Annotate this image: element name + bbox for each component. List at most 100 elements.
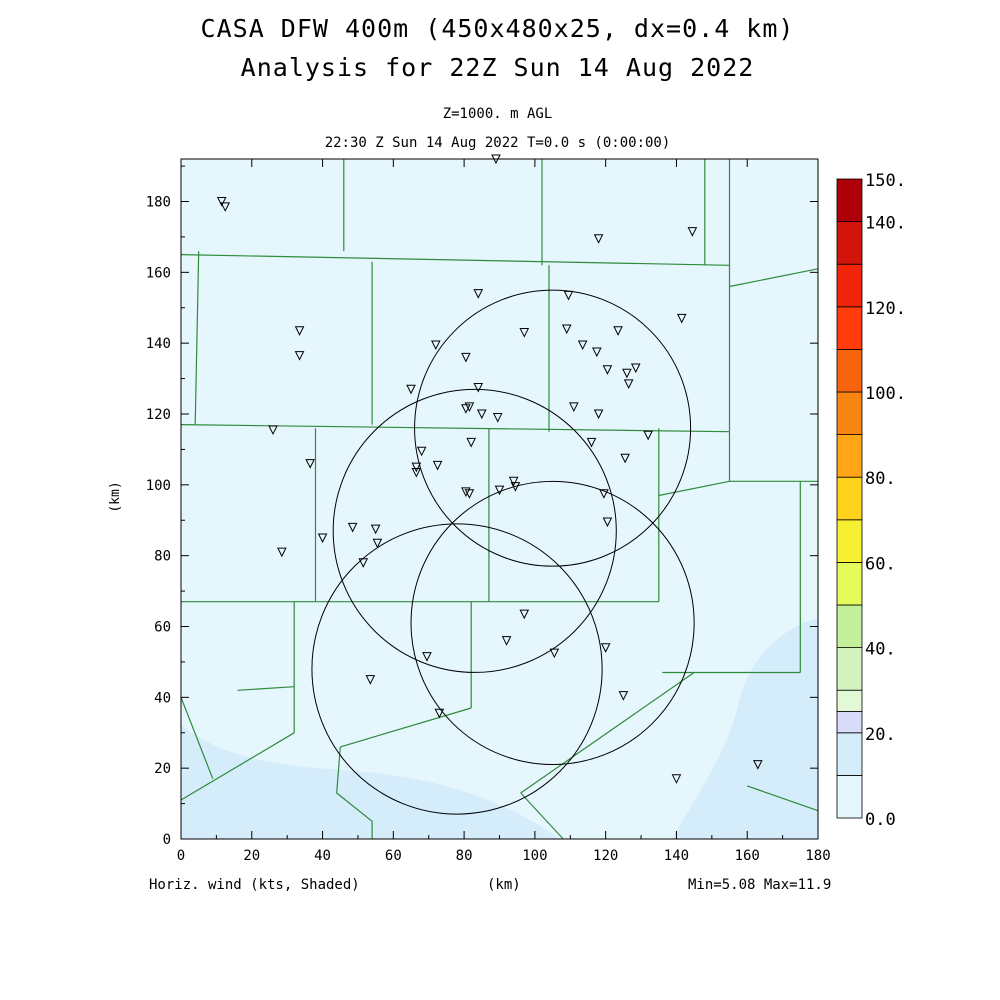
station-marker bbox=[294, 326, 305, 336]
county-boundary bbox=[520, 672, 695, 794]
colorbar bbox=[836, 178, 863, 819]
radar-range-rings bbox=[311, 289, 695, 815]
county-boundary bbox=[180, 254, 730, 266]
colorbar-bin bbox=[836, 775, 863, 819]
plot-background bbox=[181, 159, 818, 839]
station-marker bbox=[687, 227, 698, 237]
colorbar-bin bbox=[836, 221, 863, 265]
station-marker bbox=[473, 382, 484, 393]
station-marker bbox=[618, 691, 629, 701]
station-marker bbox=[561, 324, 572, 335]
station-marker bbox=[461, 487, 471, 498]
station-marker bbox=[294, 351, 305, 361]
colorbar-bin bbox=[836, 604, 863, 648]
county-boundary bbox=[747, 785, 819, 812]
station-marker bbox=[358, 558, 369, 568]
colorbar-bin bbox=[836, 434, 863, 478]
station-marker bbox=[602, 517, 613, 528]
colorbar-bin bbox=[836, 476, 863, 521]
station-marker bbox=[220, 202, 231, 212]
colorbar-label: 20. bbox=[865, 725, 896, 745]
y-tick-label: 180 bbox=[146, 195, 171, 211]
colorbar-bin bbox=[836, 391, 863, 435]
radar-range-ring bbox=[311, 523, 603, 815]
colorbar-label: 120. bbox=[865, 299, 906, 319]
station-marker bbox=[494, 485, 505, 496]
x-tick-label: 20 bbox=[243, 848, 260, 864]
station-marker bbox=[563, 290, 574, 301]
station-marker bbox=[268, 425, 278, 436]
shaded-region-lower-left bbox=[181, 725, 560, 839]
shaded-region-right bbox=[672, 618, 818, 839]
station-marker bbox=[365, 675, 376, 685]
county-boundary bbox=[180, 697, 214, 780]
x-tick-label: 40 bbox=[314, 848, 331, 864]
colorbar-bin bbox=[836, 178, 863, 222]
colorbar-labels: 0.0 20. 40. 60. 80. 100. 120. 140. 150. bbox=[865, 171, 906, 830]
radar-range-ring bbox=[410, 480, 695, 766]
colorbar-label: 100. bbox=[865, 384, 906, 404]
plot-title-line2: Analysis for 22Z Sun 14 Aug 2022 bbox=[240, 53, 755, 82]
station-marker bbox=[476, 409, 487, 420]
station-marker bbox=[416, 446, 427, 457]
colorbar-bin bbox=[836, 263, 863, 308]
x-axis-label: (km) bbox=[487, 877, 521, 893]
x-tick-label: 140 bbox=[664, 848, 689, 864]
x-tick-label: 0 bbox=[177, 848, 185, 864]
station-marker bbox=[623, 379, 634, 390]
colorbar-bin bbox=[836, 306, 863, 350]
station-marker bbox=[592, 347, 602, 358]
county-boundary bbox=[729, 268, 819, 288]
station-marker bbox=[593, 409, 604, 420]
y-axis-ticks: 0 20 40 60 80 100 120 140 160 180 bbox=[146, 165, 818, 848]
y-tick-label: 0 bbox=[163, 832, 171, 848]
station-marker bbox=[216, 197, 227, 207]
station-marker bbox=[643, 430, 653, 441]
station-marker bbox=[510, 482, 521, 492]
plot-title-line1: CASA DFW 400m (450x480x25, dx=0.4 km) bbox=[200, 14, 795, 43]
x-tick-label: 80 bbox=[456, 848, 473, 864]
station-marker bbox=[630, 363, 641, 374]
station-marker bbox=[586, 437, 597, 448]
colorbar-label: 40. bbox=[865, 640, 896, 660]
county-boundary bbox=[336, 792, 373, 822]
y-axis-label: (km) bbox=[108, 481, 123, 512]
county-boundaries bbox=[180, 159, 819, 840]
station-marker bbox=[317, 533, 328, 544]
county-boundary bbox=[237, 686, 295, 691]
colorbar-bin bbox=[836, 647, 863, 691]
station-markers bbox=[216, 154, 763, 784]
station-marker bbox=[464, 489, 475, 499]
x-tick-label: 100 bbox=[522, 848, 547, 864]
station-marker bbox=[519, 609, 530, 620]
county-boundary bbox=[194, 251, 200, 425]
colorbar-bin bbox=[836, 519, 863, 563]
colorbar-bin bbox=[836, 562, 863, 606]
field-label: Horiz. wind (kts, Shaded) bbox=[149, 877, 360, 893]
station-marker bbox=[501, 636, 512, 646]
station-marker bbox=[347, 522, 358, 533]
station-marker bbox=[671, 774, 682, 784]
station-marker bbox=[305, 459, 315, 469]
colorbar-label: 60. bbox=[865, 554, 896, 574]
county-boundary bbox=[520, 792, 564, 840]
x-tick-label: 160 bbox=[735, 848, 760, 864]
x-axis-ticks: 0 20 40 60 80 100 120 140 160 180 bbox=[177, 159, 831, 864]
colorbar-bin bbox=[836, 689, 863, 712]
colorbar-label: 150. bbox=[865, 171, 906, 191]
x-tick-label: 120 bbox=[593, 848, 618, 864]
station-marker bbox=[430, 340, 441, 351]
station-marker bbox=[593, 234, 604, 244]
radar-range-ring bbox=[414, 289, 692, 567]
colorbar-label: 0.0 bbox=[865, 810, 896, 830]
x-tick-label: 180 bbox=[805, 848, 830, 864]
colorbar-label: 140. bbox=[865, 214, 906, 234]
station-marker bbox=[577, 340, 588, 351]
station-marker bbox=[622, 368, 632, 379]
colorbar-label: 80. bbox=[865, 469, 896, 489]
y-tick-label: 160 bbox=[146, 265, 171, 281]
station-marker bbox=[473, 289, 484, 299]
station-marker bbox=[277, 547, 287, 558]
y-tick-label: 100 bbox=[146, 478, 171, 494]
